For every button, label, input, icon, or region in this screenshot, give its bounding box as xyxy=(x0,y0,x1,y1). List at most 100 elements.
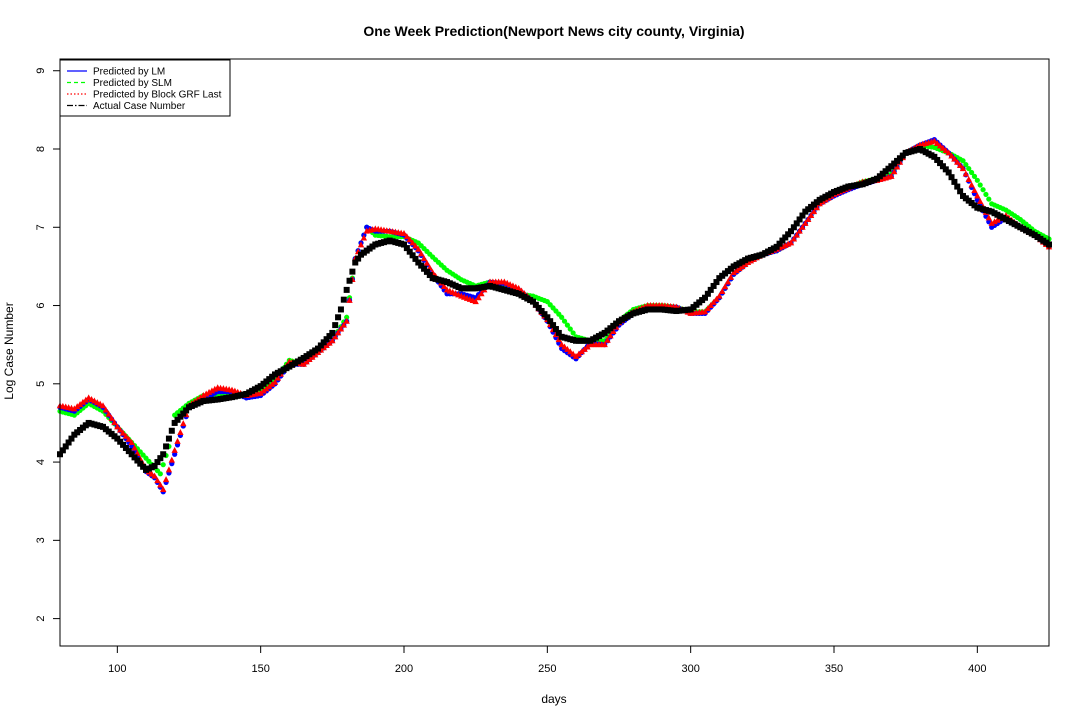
data-point xyxy=(960,158,966,164)
data-point xyxy=(951,178,958,185)
data-point xyxy=(733,267,740,274)
data-point xyxy=(710,282,717,289)
data-point xyxy=(303,358,310,365)
data-point xyxy=(570,330,576,336)
data-point xyxy=(157,455,164,462)
data-point xyxy=(76,400,84,407)
data-point xyxy=(71,405,78,412)
data-point xyxy=(137,460,144,467)
data-point xyxy=(271,378,279,385)
data-point xyxy=(423,259,431,266)
data-point xyxy=(114,435,121,442)
data-point xyxy=(544,314,551,321)
data-point xyxy=(939,163,946,170)
data-point xyxy=(793,231,800,238)
data-point xyxy=(578,348,585,355)
data-point xyxy=(211,385,218,392)
data-point xyxy=(352,259,359,266)
data-point xyxy=(160,451,167,458)
data-point xyxy=(131,444,138,451)
data-point xyxy=(409,252,416,259)
data-point xyxy=(962,170,970,177)
data-point xyxy=(317,342,324,349)
data-point xyxy=(177,413,184,420)
data-point xyxy=(561,318,568,324)
data-point xyxy=(168,427,175,434)
data-point xyxy=(140,463,147,470)
data-point xyxy=(966,165,972,172)
data-point xyxy=(535,304,542,311)
data-point xyxy=(988,219,995,226)
data-point xyxy=(340,296,347,303)
data-point xyxy=(558,341,565,348)
data-point xyxy=(151,472,158,479)
data-point xyxy=(65,439,72,446)
data-point xyxy=(157,481,164,488)
data-point xyxy=(335,314,342,321)
data-point xyxy=(934,140,941,147)
y-tick-label: 4 xyxy=(35,459,47,465)
data-point xyxy=(171,419,178,426)
data-point xyxy=(604,336,611,343)
plot-frame xyxy=(59,58,1050,647)
data-point xyxy=(564,322,571,328)
data-point xyxy=(418,250,425,257)
data-series xyxy=(56,137,1053,495)
data-point xyxy=(977,197,984,204)
data-point xyxy=(934,156,941,163)
data-point xyxy=(343,317,350,324)
data-point xyxy=(713,295,720,302)
data-point xyxy=(716,292,723,299)
data-point xyxy=(959,165,967,172)
data-point xyxy=(584,343,591,350)
data-point xyxy=(569,350,577,357)
data-point xyxy=(154,477,161,484)
data-point xyxy=(183,407,190,414)
data-point xyxy=(360,234,368,241)
data-point xyxy=(403,233,411,240)
data-point xyxy=(174,416,181,423)
data-point xyxy=(208,387,216,394)
data-point xyxy=(776,240,783,247)
data-point xyxy=(334,329,342,336)
data-point xyxy=(260,387,267,394)
data-point xyxy=(985,214,992,221)
data-point xyxy=(607,332,614,339)
x-tick-label: 200 xyxy=(395,663,413,675)
y-tick-label: 8 xyxy=(35,146,47,152)
data-point xyxy=(948,152,955,159)
data-point xyxy=(171,446,178,453)
data-point xyxy=(601,341,608,348)
data-point xyxy=(346,277,353,284)
legend-label: Actual Case Number xyxy=(93,101,186,112)
data-point xyxy=(707,286,714,293)
legend-label: Predicted by SLM xyxy=(93,78,172,89)
data-point xyxy=(581,345,588,352)
x-tick-label: 250 xyxy=(538,663,556,675)
data-point xyxy=(423,268,430,275)
data-point xyxy=(891,168,898,175)
data-point xyxy=(939,144,947,151)
data-point xyxy=(332,322,339,329)
data-point xyxy=(564,345,571,352)
data-point xyxy=(403,245,410,252)
data-point xyxy=(165,466,173,473)
data-point xyxy=(177,428,184,435)
data-point xyxy=(160,485,167,492)
data-point xyxy=(168,456,175,463)
data-point xyxy=(702,294,708,301)
data-point xyxy=(180,420,187,427)
data-point xyxy=(532,301,539,308)
legend-label: Predicted by LM xyxy=(93,67,165,78)
data-point xyxy=(701,308,709,315)
data-point xyxy=(420,255,428,262)
data-point xyxy=(426,272,433,279)
data-point xyxy=(721,283,729,290)
data-point xyxy=(203,390,210,397)
data-point xyxy=(782,234,789,241)
data-point xyxy=(274,374,282,381)
data-point xyxy=(802,219,809,226)
data-point xyxy=(162,476,170,483)
data-point xyxy=(805,215,812,222)
